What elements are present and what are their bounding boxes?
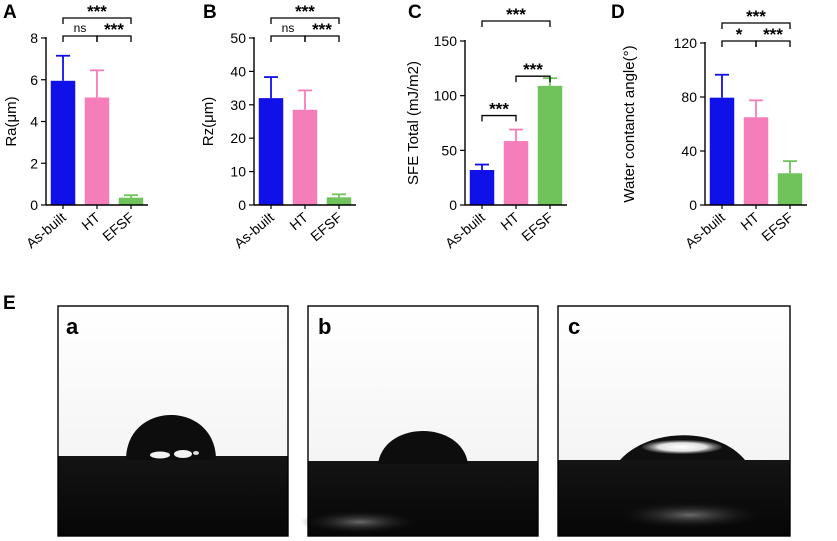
panel-label-e: E: [3, 293, 16, 314]
y-tick-label: 0: [30, 197, 38, 213]
category-label: EFSF: [758, 209, 796, 244]
bar: [258, 98, 284, 205]
significance-label: ***: [746, 7, 766, 26]
category-label: EFSF: [99, 209, 137, 244]
y-axis-label: Rz(μm): [200, 97, 217, 146]
bar: [326, 197, 352, 205]
y-tick-label: 150: [434, 33, 458, 49]
panel-label-c: C: [408, 2, 422, 23]
photo-label-c: c: [568, 314, 580, 339]
panel-label-a: A: [3, 2, 17, 23]
bar: [743, 117, 769, 205]
photo-label-a: a: [66, 314, 79, 339]
category-label: As-built: [23, 209, 69, 251]
droplet-shape: [378, 431, 468, 464]
y-tick-label: 0: [449, 197, 457, 213]
significance-bracket: [721, 22, 791, 29]
category-label: EFSF: [518, 209, 556, 244]
y-tick-label: 80: [681, 89, 697, 105]
chart-d: D 0 40 80 120 Water contanct angle(°) As-built…: [611, 2, 807, 251]
y-tick-label: 40: [230, 63, 246, 79]
significance-label: *: [736, 25, 743, 44]
significance-label: ***: [87, 2, 107, 21]
significance-bracket: [62, 35, 98, 42]
significance-bracket: [270, 35, 306, 42]
category-label: HT: [737, 209, 762, 234]
category-label: As-built: [682, 209, 728, 251]
category-label: HT: [78, 209, 103, 234]
y-tick-label: 50: [441, 142, 457, 158]
significance-bracket: [62, 17, 132, 24]
bar: [84, 97, 110, 205]
droplet-photo-c: c: [557, 305, 791, 537]
significance-label: ***: [295, 2, 315, 21]
photo-label-b: b: [318, 314, 331, 339]
droplet-photo-a: a: [57, 305, 289, 537]
significance-bracket: [304, 35, 340, 42]
significance-label: ns: [282, 21, 295, 35]
y-tick-label: 30: [230, 97, 246, 113]
bar: [50, 80, 76, 205]
significance-bracket: [515, 75, 551, 83]
y-tick-label: 4: [30, 114, 38, 130]
category-label: HT: [497, 209, 522, 234]
significance-label: ***: [506, 5, 526, 24]
y-axis-label: SFE Total (mJ/m2): [405, 61, 422, 185]
category-label: As-built: [231, 209, 277, 251]
y-axis-label: Ra(μm): [3, 96, 20, 146]
significance-bracket: [481, 20, 551, 27]
bar: [118, 197, 144, 205]
significance-label: ***: [104, 20, 124, 39]
significance-label: ***: [763, 25, 783, 44]
panel-label-b: B: [203, 2, 217, 23]
significance-bracket: [270, 17, 340, 24]
significance-label: ns: [74, 21, 87, 35]
significance-bracket: [96, 35, 132, 42]
droplet-shape: [126, 415, 216, 460]
bar: [777, 173, 803, 205]
y-tick-label: 2: [30, 155, 38, 171]
y-tick-label: 20: [230, 130, 246, 146]
bar: [469, 170, 495, 205]
y-tick-label: 6: [30, 72, 38, 88]
chart-c: C 0 50 100 150 SFE Total (mJ/m2) As-built HTEFS…: [405, 2, 567, 251]
y-tick-label: 50: [230, 30, 246, 46]
y-tick-label: 100: [434, 88, 458, 104]
y-tick-label: 40: [681, 143, 697, 159]
category-label: HT: [286, 209, 311, 234]
significance-bracket: [481, 114, 517, 122]
significance-label: ***: [489, 100, 509, 119]
y-tick-label: 8: [30, 30, 38, 46]
category-label: As-built: [442, 209, 488, 251]
y-tick-label: 0: [689, 197, 697, 213]
significance-label: ***: [312, 20, 332, 39]
y-tick-label: 0: [238, 197, 246, 213]
category-label: EFSF: [307, 209, 345, 244]
significance-label: ***: [523, 60, 543, 79]
bar: [537, 85, 563, 205]
bar: [292, 109, 318, 205]
droplet-photo-b: b: [300, 305, 539, 537]
bar: [503, 141, 529, 205]
bar: [709, 97, 735, 205]
y-axis-label: Water contanct angle(°): [621, 45, 638, 202]
y-tick-label: 120: [674, 35, 698, 51]
significance-bracket: [755, 40, 791, 47]
panel-label-d: D: [611, 2, 625, 23]
y-tick-label: 10: [230, 164, 246, 180]
